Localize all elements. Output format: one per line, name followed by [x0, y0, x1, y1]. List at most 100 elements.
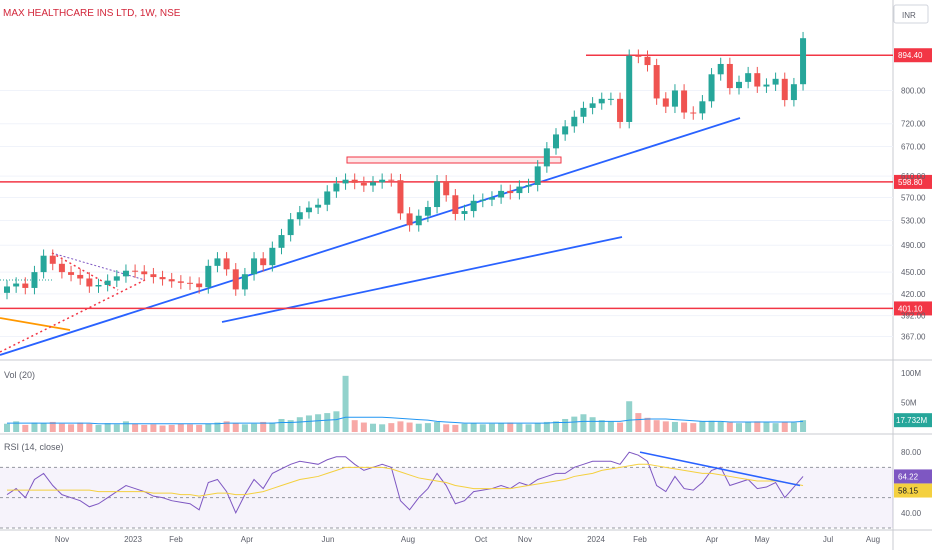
candle — [278, 228, 285, 255]
volume-bar — [571, 416, 578, 432]
volume-value-tag — [894, 413, 932, 428]
candle-body — [95, 284, 102, 287]
volume-axis[interactable]: 50M 100M 17.732M — [894, 369, 932, 428]
candle-body — [77, 274, 84, 279]
candle-body — [635, 55, 642, 57]
rsi-value-label: 64.22 — [898, 472, 919, 481]
candle — [122, 264, 129, 283]
price-tick-label: 392.00 — [901, 312, 926, 321]
rsi-axis[interactable]: 40.00 80.00 64.22 58.15 — [894, 448, 932, 518]
volume-bar — [397, 421, 404, 432]
trend-line-major[interactable] — [0, 117, 741, 356]
candle-body — [388, 179, 395, 181]
price-tick-label: 800.00 — [901, 86, 926, 95]
candle-body — [790, 84, 797, 101]
time-tick-label: Jul — [823, 535, 833, 544]
candle-body — [543, 148, 550, 167]
volume-bar — [232, 423, 239, 432]
volume-bar — [22, 424, 29, 432]
candle — [717, 57, 724, 81]
candle-body — [589, 103, 596, 108]
rsi-title: RSI (14, close) — [4, 442, 64, 452]
time-axis[interactable]: Nov 2023 Feb Apr Jun Aug Oct Nov 2024 Feb Apr May Ju… — [55, 535, 880, 544]
candle-body — [571, 116, 578, 127]
volume-bar — [479, 424, 486, 432]
candle — [790, 77, 797, 107]
volume-bar — [498, 423, 505, 432]
candle — [324, 185, 331, 212]
volume-bar — [635, 413, 642, 432]
resistance-zone[interactable] — [346, 156, 562, 164]
trend-line-orange[interactable] — [0, 317, 71, 331]
price-tick-label: 670.00 — [901, 142, 926, 151]
volume-bar — [800, 420, 807, 432]
volume-bar — [241, 424, 248, 432]
candle — [95, 278, 102, 293]
volume-title: Vol (20) — [4, 370, 35, 380]
candle — [296, 205, 303, 226]
volume-bar — [278, 418, 285, 432]
candle — [370, 176, 376, 192]
candle — [251, 252, 258, 281]
triangle-lower-line[interactable] — [0, 279, 146, 353]
candle-body — [287, 219, 294, 236]
volume-bar — [598, 420, 605, 432]
candle — [671, 84, 678, 114]
candle-body — [251, 258, 258, 275]
volume-bar — [690, 423, 697, 432]
price-tick-label: 720.00 — [901, 120, 926, 129]
volume-bar — [708, 420, 715, 432]
candle-body — [49, 255, 56, 264]
volume-bar — [699, 421, 706, 432]
currency-label[interactable]: INR — [902, 11, 916, 20]
candle-body — [580, 107, 587, 117]
candle — [525, 178, 532, 193]
candle — [443, 175, 450, 202]
volume-bar — [95, 424, 102, 432]
candle-body — [681, 90, 688, 113]
chart-title: MAX HEALTHCARE INS LTD, 1W, NSE — [3, 8, 181, 19]
candle — [49, 249, 56, 271]
candle — [498, 184, 505, 204]
volume-bar — [214, 422, 221, 432]
candle — [388, 173, 395, 187]
candle — [580, 101, 587, 124]
volume-bar — [671, 421, 678, 432]
volume-bar — [104, 423, 111, 432]
candle-body — [379, 179, 386, 183]
candle — [534, 160, 541, 192]
time-tick-label: Jun — [322, 535, 335, 544]
trend-drawings[interactable] — [0, 117, 741, 356]
currency-badge[interactable] — [893, 4, 929, 24]
price-tick-label: 450.00 — [901, 268, 926, 277]
candle — [562, 120, 569, 141]
candle — [598, 92, 605, 110]
candle — [543, 142, 550, 173]
volume-bar — [333, 411, 340, 432]
volume-bar — [305, 415, 312, 432]
candle-body — [781, 78, 788, 101]
price-axis[interactable]: 367.00 392.00 420.00 450.00 490.00 530.00 570.… — [901, 86, 926, 341]
candle-body — [452, 195, 459, 214]
candle-body — [141, 271, 148, 275]
candle-body — [461, 211, 468, 214]
rsi-lines — [0, 451, 893, 529]
candle-body — [745, 73, 752, 82]
candle-body — [150, 274, 157, 278]
candle — [662, 92, 669, 114]
volume-bar — [644, 417, 651, 432]
volume-bar — [763, 422, 770, 432]
candle — [342, 173, 349, 190]
candle — [415, 209, 422, 232]
volume-bar — [205, 423, 212, 432]
candle — [516, 180, 523, 200]
candle-body — [516, 186, 523, 194]
triangle-upper-line[interactable] — [51, 252, 146, 281]
volume-bar — [470, 423, 477, 432]
candle-body — [122, 270, 129, 277]
candle — [681, 84, 688, 119]
volume-bar — [415, 423, 422, 432]
volume-bar — [4, 423, 10, 432]
volume-bar — [68, 424, 75, 432]
candle — [479, 193, 486, 208]
